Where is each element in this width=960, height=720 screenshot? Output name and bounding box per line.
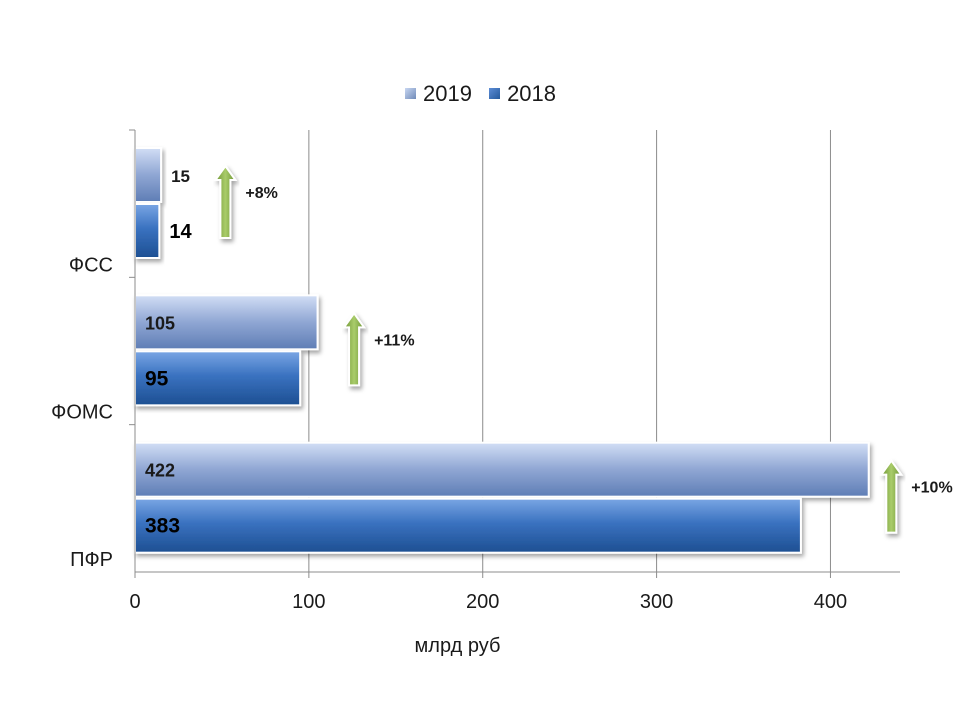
bar-2018-1 xyxy=(134,350,302,407)
legend-item-2018: 2018 xyxy=(488,81,556,107)
data-label-2018-1: 95 xyxy=(145,367,169,390)
growth-arrow-0 xyxy=(213,164,238,239)
bar-2018-0 xyxy=(134,203,161,259)
legend-label-2019: 2019 xyxy=(422,80,472,106)
category-label-1: ФОМС xyxy=(51,402,113,424)
growth-arrow-1 xyxy=(342,311,367,387)
data-label-2019-2: 422 xyxy=(145,461,175,481)
bar-2019-0 xyxy=(134,147,163,203)
x-tick-label-0: 0 xyxy=(129,591,140,613)
data-label-2018-0: 14 xyxy=(169,221,192,243)
data-label-2019-0: 15 xyxy=(171,167,190,186)
x-tick-label-100: 100 xyxy=(292,591,325,613)
category-label-2: ПФР xyxy=(70,549,113,571)
bar-2019-1 xyxy=(134,294,319,351)
data-label-2019-1: 105 xyxy=(145,313,175,333)
x-tick-label-300: 300 xyxy=(640,591,673,613)
growth-label-1: +11% xyxy=(374,332,414,349)
growth-label-2: +10% xyxy=(911,480,952,497)
legend-swatch-2019 xyxy=(403,87,417,100)
x-axis-title: млрд руб xyxy=(415,635,501,657)
bar-2018-2 xyxy=(134,497,802,554)
x-tick-label-400: 400 xyxy=(814,591,847,613)
category-label-0: ФСС xyxy=(69,254,113,276)
data-label-2018-2: 383 xyxy=(145,515,180,538)
x-tick-label-200: 200 xyxy=(466,591,499,613)
bar-2019-2 xyxy=(134,441,870,498)
legend-label-2018: 2018 xyxy=(507,80,557,106)
legend-swatch-2018 xyxy=(488,87,502,100)
legend-item-2019: 2019 xyxy=(403,80,472,107)
chart-legend: 2019 2018 xyxy=(0,80,960,107)
growth-label-0: +8% xyxy=(245,185,277,202)
growth-arrow-2 xyxy=(879,458,904,534)
